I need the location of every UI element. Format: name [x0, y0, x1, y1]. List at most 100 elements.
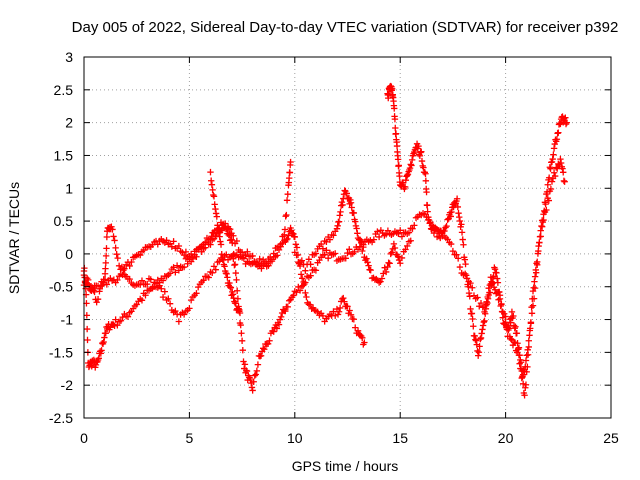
data-point: [502, 313, 509, 320]
data-point: [231, 261, 238, 269]
data-point: [112, 316, 119, 323]
data-point: [100, 338, 107, 346]
y-tick-label: 3: [65, 49, 73, 65]
data-point: [555, 160, 562, 168]
data-point: [241, 361, 249, 368]
data-point: [111, 237, 118, 244]
data-point: [119, 271, 126, 279]
data-point: [233, 276, 240, 284]
data-point: [95, 355, 102, 362]
data-point: [493, 275, 501, 282]
data-point: [207, 236, 214, 243]
data-point: [553, 136, 561, 143]
data-point: [515, 344, 523, 351]
data-point: [557, 155, 564, 163]
data-point: [560, 169, 567, 176]
data-point: [324, 254, 332, 262]
data-point: [528, 303, 535, 311]
data-point: [200, 277, 207, 284]
data-point: [124, 313, 132, 320]
data-point: [447, 240, 455, 248]
data-point: [173, 262, 181, 269]
data-point: [126, 262, 133, 270]
data-point: [297, 271, 305, 278]
data-point: [251, 372, 258, 379]
data-point: [101, 334, 108, 341]
data-point: [230, 255, 237, 262]
data-point: [296, 287, 304, 294]
data-point: [554, 130, 561, 137]
data-point: [346, 307, 353, 314]
data-point: [405, 229, 413, 236]
y-tick-label: -1.5: [49, 344, 73, 360]
data-point: [133, 301, 140, 308]
data-point: [540, 211, 547, 218]
data-point: [513, 330, 521, 337]
x-tick-label: 25: [603, 430, 619, 446]
x-tick-label: 15: [392, 430, 408, 446]
data-point: [209, 186, 216, 194]
data-point: [523, 368, 530, 376]
data-point: [482, 305, 490, 313]
data-point: [448, 208, 455, 216]
data-point: [89, 285, 96, 293]
data-point: [394, 156, 402, 163]
data-point: [237, 321, 244, 329]
data-point: [555, 129, 562, 136]
data-point: [447, 213, 454, 220]
data-point: [453, 251, 460, 258]
data-point: [517, 359, 525, 366]
data-point: [404, 242, 411, 250]
data-point: [544, 181, 551, 188]
data-point: [323, 247, 330, 254]
data-point: [115, 262, 123, 269]
data-point: [336, 212, 343, 219]
data-point: [505, 325, 513, 332]
data-point: [361, 339, 368, 346]
data-point: [226, 226, 234, 233]
data-point: [307, 261, 314, 268]
data-point: [409, 225, 416, 232]
data-point: [356, 236, 364, 244]
data-point: [282, 213, 289, 220]
data-point: [530, 284, 537, 291]
data-point: [144, 280, 151, 288]
data-point: [293, 288, 300, 296]
data-point: [84, 336, 91, 344]
data-point: [541, 207, 548, 215]
data-point: [499, 314, 506, 321]
data-point: [154, 241, 161, 248]
data-point: [454, 203, 462, 211]
data-point: [455, 209, 462, 217]
data-point: [261, 346, 268, 353]
data-point: [302, 289, 309, 297]
y-tick-label: 0.5: [54, 213, 74, 229]
data-point: [563, 119, 570, 126]
data-point: [226, 279, 233, 287]
data-point: [364, 259, 371, 266]
data-point: [416, 152, 424, 159]
data-point: [323, 238, 330, 246]
data-point: [138, 297, 146, 304]
data-point: [463, 275, 471, 282]
data-point: [484, 295, 492, 302]
data-point: [290, 292, 297, 299]
data-point: [340, 294, 347, 302]
data-point: [256, 255, 263, 263]
data-point: [300, 282, 307, 289]
data-point: [446, 209, 454, 216]
data-point: [507, 319, 514, 326]
data-point: [467, 279, 474, 287]
data-point: [522, 381, 530, 388]
data-point: [330, 232, 337, 239]
data-point: [285, 174, 293, 182]
data-point: [549, 155, 556, 163]
data-point: [392, 124, 399, 132]
data-point: [472, 337, 480, 344]
data-point: [521, 392, 528, 399]
data-point: [519, 380, 527, 388]
data-point: [343, 190, 350, 197]
data-point: [524, 363, 531, 371]
data-point: [384, 263, 391, 271]
data-point: [102, 329, 109, 337]
